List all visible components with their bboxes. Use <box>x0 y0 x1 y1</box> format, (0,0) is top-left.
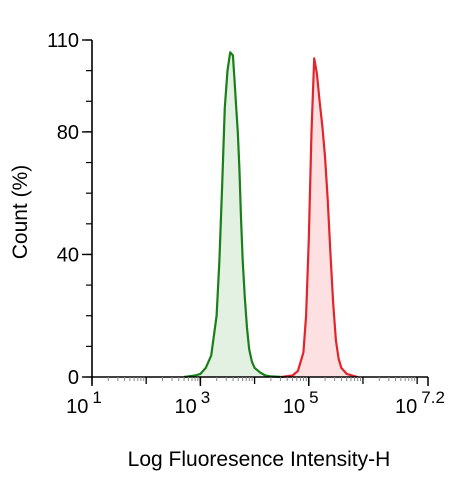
x-axis-title: Log Fluoresence Intensity-H <box>128 448 391 471</box>
series-1-line <box>183 51 282 379</box>
x-tick-exponent: 3 <box>201 388 210 407</box>
x-tick-label: 10 7.2 <box>395 388 445 418</box>
series-2-line <box>281 57 358 379</box>
axes-layer <box>82 39 429 386</box>
y-tick-label: 40 <box>57 244 79 266</box>
y-tick-label: 80 <box>57 122 79 144</box>
x-tick-label: 10 1 <box>66 388 102 418</box>
x-tick-exponent: 5 <box>309 388 318 407</box>
x-tick-exponent: 7.2 <box>421 388 445 407</box>
x-tick-label: 10 3 <box>175 388 211 418</box>
x-tick-label: 10 5 <box>283 388 319 418</box>
series-layer <box>183 51 358 379</box>
y-tick-label: 0 <box>68 367 79 389</box>
series-2-area <box>281 58 358 378</box>
labels-layer: 0 40 80 110 10 1 10 3 10 5 10 7.2 <box>47 30 445 418</box>
x-tick-exponent: 1 <box>92 388 101 407</box>
series-1-area <box>184 52 282 378</box>
y-axis-title: Count (%) <box>9 165 32 260</box>
y-tick-label: 110 <box>47 30 79 52</box>
